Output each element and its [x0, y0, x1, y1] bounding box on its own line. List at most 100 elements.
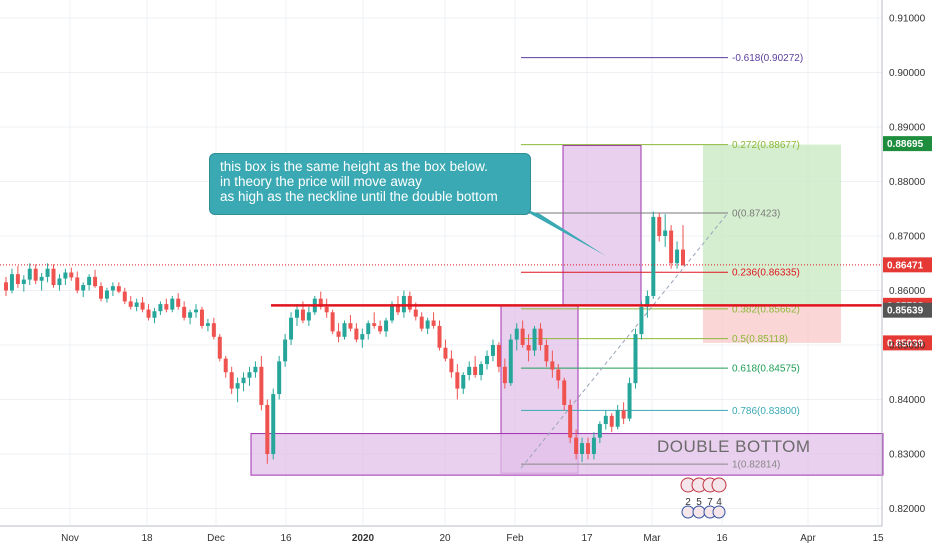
candle-body — [657, 216, 662, 236]
candle-body — [188, 312, 193, 318]
candle-body — [81, 285, 86, 291]
candle-body — [639, 306, 644, 335]
candle-body — [134, 302, 139, 307]
candle — [651, 211, 656, 299]
candle-body — [51, 268, 56, 286]
candle — [45, 263, 50, 283]
candle — [449, 350, 454, 378]
x-tick-label: 16 — [280, 533, 292, 544]
fib-label: 0(0.87423) — [732, 208, 780, 219]
candle — [235, 377, 240, 403]
fib-label: 0.236(0.86335) — [732, 268, 800, 279]
candle — [609, 413, 614, 433]
candle — [585, 437, 590, 460]
candle — [146, 304, 151, 321]
price-tag: 0.88695 — [883, 136, 932, 152]
candle — [544, 339, 549, 367]
candle-body — [318, 298, 323, 307]
candle — [93, 269, 98, 288]
candle-body — [597, 424, 602, 438]
candle — [526, 334, 531, 362]
candle — [39, 273, 44, 291]
candle — [556, 364, 561, 389]
candle-body — [651, 216, 656, 296]
candle — [384, 317, 389, 337]
candle — [247, 366, 252, 386]
candle — [15, 265, 20, 288]
candle-body — [336, 331, 341, 337]
candle-body — [538, 328, 543, 345]
candle-body — [443, 347, 448, 359]
y-tick-label: 0.87000 — [889, 232, 926, 243]
candle — [99, 282, 104, 302]
candle-body — [182, 306, 187, 318]
y-tick-label: 0.91000 — [889, 14, 926, 25]
candle — [603, 410, 608, 430]
candle — [520, 320, 525, 348]
annotation-line: this box is the same height as the box b… — [220, 159, 488, 174]
projection-box-upper — [562, 145, 642, 306]
candle-body — [253, 366, 258, 373]
candle-body — [372, 323, 377, 326]
candle — [621, 402, 626, 425]
candle — [33, 264, 38, 284]
candle — [580, 437, 585, 463]
candle-body — [419, 316, 424, 329]
candle-body — [580, 443, 585, 454]
y-tick-label: 0.89000 — [889, 123, 926, 134]
candle — [81, 282, 86, 298]
candle-body — [455, 372, 460, 389]
double-bottom-zone — [250, 433, 884, 476]
candle — [164, 298, 169, 313]
candle — [170, 295, 175, 313]
x-tick-label: 20 — [439, 533, 451, 544]
candle — [431, 312, 436, 329]
candle-body — [520, 328, 525, 345]
candle-body — [265, 404, 270, 454]
candle — [455, 364, 460, 400]
candle-body — [99, 286, 104, 299]
candle-body — [140, 302, 145, 310]
candle — [110, 282, 115, 296]
candle-body — [259, 366, 264, 405]
candle — [366, 320, 371, 340]
candle — [158, 301, 163, 316]
price-tag-bg — [883, 302, 932, 318]
x-tick-label: 15 — [872, 533, 884, 544]
candle — [550, 350, 555, 378]
candle — [479, 361, 484, 381]
candle — [152, 307, 157, 324]
x-tick-label: Dec — [207, 533, 225, 544]
candle — [259, 355, 264, 411]
candle — [360, 328, 365, 348]
candle — [407, 291, 412, 313]
candle — [461, 372, 466, 395]
candle-body — [277, 361, 282, 395]
candle-body — [57, 278, 62, 286]
candle — [289, 312, 294, 345]
price-tag: 0.86471 — [883, 257, 932, 273]
candle-body — [485, 355, 490, 365]
candle-body — [122, 291, 127, 302]
y-tick-label: 0.83000 — [889, 450, 926, 461]
candle — [87, 274, 92, 291]
candle-body — [603, 415, 608, 425]
candle-body — [247, 372, 252, 378]
candle-body — [431, 320, 436, 326]
candle-body — [289, 317, 294, 340]
candle-body — [479, 364, 484, 375]
candle-body — [21, 279, 26, 284]
candle-body — [562, 380, 567, 405]
x-tick-label: Nov — [61, 533, 79, 544]
candle-body — [633, 334, 638, 384]
annotation-callout: this box is the same height as the box b… — [209, 153, 531, 215]
candle-body — [283, 339, 288, 362]
candle-body — [621, 410, 626, 419]
candle — [253, 361, 258, 378]
candle-body — [390, 304, 395, 321]
chart-zones — [250, 144, 884, 476]
price-tag-label: 0.85639 — [887, 306, 924, 317]
candle — [265, 399, 270, 464]
candle — [223, 355, 228, 378]
